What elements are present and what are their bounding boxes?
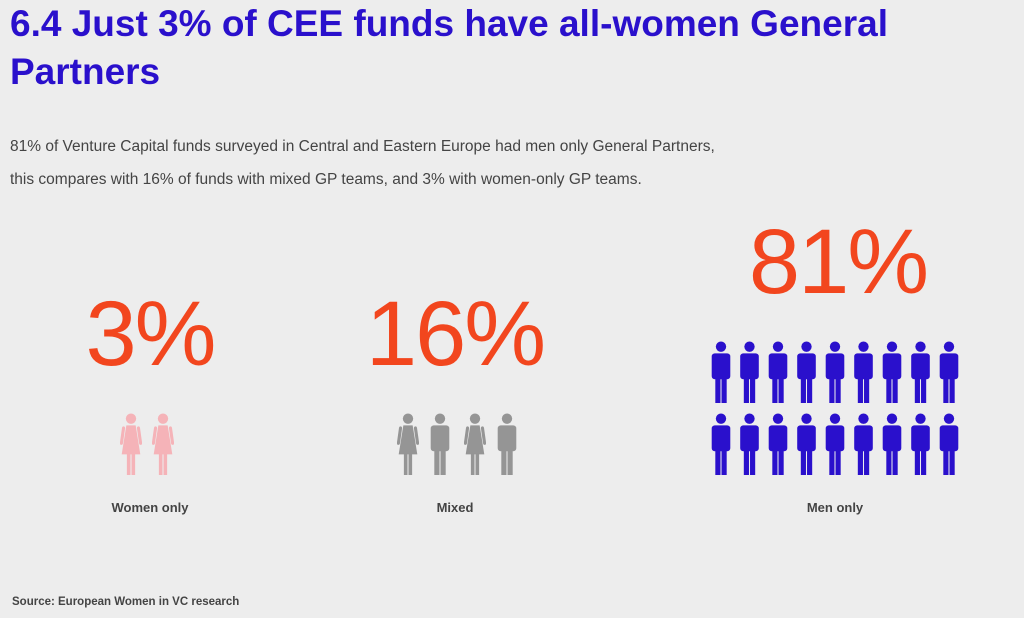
man-icon [854, 413, 873, 475]
group-label: Men only [806, 500, 864, 515]
description-line: 81% of Venture Capital funds surveyed in… [10, 138, 715, 155]
man-icon [768, 413, 788, 475]
man-icon [882, 341, 902, 403]
source: Source: European Women in VC research [12, 596, 240, 608]
percentage: 16% [365, 283, 546, 385]
percentage: 81% [748, 211, 929, 313]
man-icon [797, 413, 816, 475]
man-icon [911, 413, 930, 475]
percentage: 3% [85, 283, 217, 385]
man-icon [430, 413, 450, 475]
description-line: this compares with 16% of funds with mix… [10, 171, 642, 188]
man-icon [911, 341, 930, 403]
man-icon [939, 341, 959, 403]
man-icon [939, 413, 959, 475]
man-icon [797, 341, 816, 403]
man-icon [825, 341, 845, 403]
woman-icon [464, 413, 486, 475]
group-label: Women only [111, 500, 189, 515]
woman-icon [152, 413, 174, 475]
man-icon [740, 413, 759, 475]
man-icon [882, 413, 902, 475]
group-label: Mixed [436, 500, 474, 515]
man-icon [497, 413, 517, 475]
man-icon [768, 341, 788, 403]
title: 6.4 Just 3% of CEE funds have all-women … [10, 3, 888, 92]
woman-icon [120, 413, 142, 475]
woman-icon [397, 413, 419, 475]
man-icon [740, 341, 759, 403]
man-icon [711, 413, 731, 475]
man-icon [711, 341, 731, 403]
man-icon [854, 341, 873, 403]
man-icon [825, 413, 845, 475]
